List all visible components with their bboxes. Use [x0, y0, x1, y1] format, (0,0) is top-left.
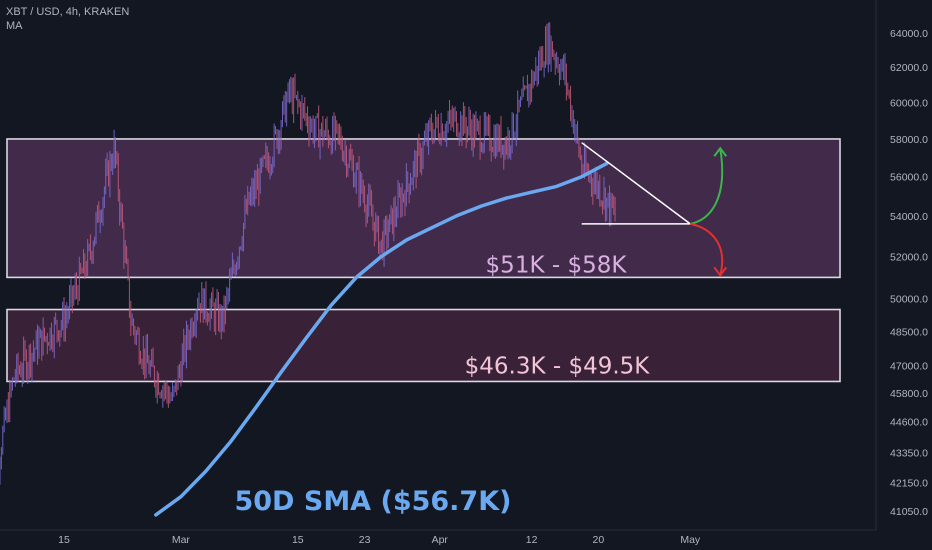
sma-line [154, 161, 609, 517]
time-tick-label: Mar [172, 534, 191, 546]
up-arrow-head [713, 146, 728, 157]
price-tick-label: 56000.0 [890, 172, 928, 184]
time-tick-label: 15 [292, 534, 304, 546]
price-tick-label: 47000.0 [890, 360, 928, 372]
indicator-label: MA [6, 20, 23, 32]
triangle-upper-line [581, 142, 691, 225]
symbol-title: XBT / USD, 4h, KRAKEN [6, 6, 130, 18]
price-tick-label: 62000.0 [890, 62, 928, 74]
up-arrow-curve [690, 148, 724, 225]
zone-lower-label: $46.3K - $49.5K [465, 353, 651, 379]
time-tick-label: May [680, 534, 701, 546]
price-axis[interactable]: 64000.0 62000.0 60000.0 58000.0 56000.0 54000… [875, 0, 928, 530]
time-axis[interactable]: 15 Mar 15 23 Apr 12 20 May [0, 529, 876, 546]
sma-label: 50D SMA ($56.7K) [234, 486, 511, 517]
price-tick-label: 43350.0 [890, 447, 928, 459]
price-tick-label: 41050.0 [890, 506, 928, 518]
down-arrow-curve [690, 222, 723, 276]
time-tick-label: 23 [359, 534, 371, 546]
price-tick-label: 58000.0 [890, 134, 928, 146]
annotations [581, 142, 728, 278]
price-tick-label: 42150.0 [890, 478, 928, 490]
chart-labels: $51K - $58K $46.3K - $49.5K 50D SMA ($56.7… [234, 252, 650, 517]
chart-header: XBT / USD, 4h, KRAKEN MA [6, 5, 129, 33]
sma-line-group [154, 161, 609, 517]
time-tick-label: Apr [432, 534, 449, 546]
price-tick-label: 50000.0 [890, 294, 928, 306]
time-tick-label: 15 [58, 534, 70, 546]
support-zones [6, 138, 841, 383]
price-tick-label: 60000.0 [890, 97, 928, 109]
down-arrow-head [713, 266, 728, 278]
price-tick-label: 52000.0 [890, 251, 928, 263]
price-tick-label: 64000.0 [890, 28, 928, 40]
time-tick-label: 20 [593, 534, 605, 546]
price-tick-label: 54000.0 [890, 211, 928, 223]
candlesticks [0, 22, 616, 485]
price-tick-label: 48500.0 [890, 326, 928, 338]
price-tick-label: 44600.0 [890, 417, 928, 429]
time-tick-label: 12 [526, 534, 538, 546]
zone-upper-label: $51K - $58K [486, 252, 628, 278]
price-tick-label: 45800.0 [890, 388, 928, 400]
